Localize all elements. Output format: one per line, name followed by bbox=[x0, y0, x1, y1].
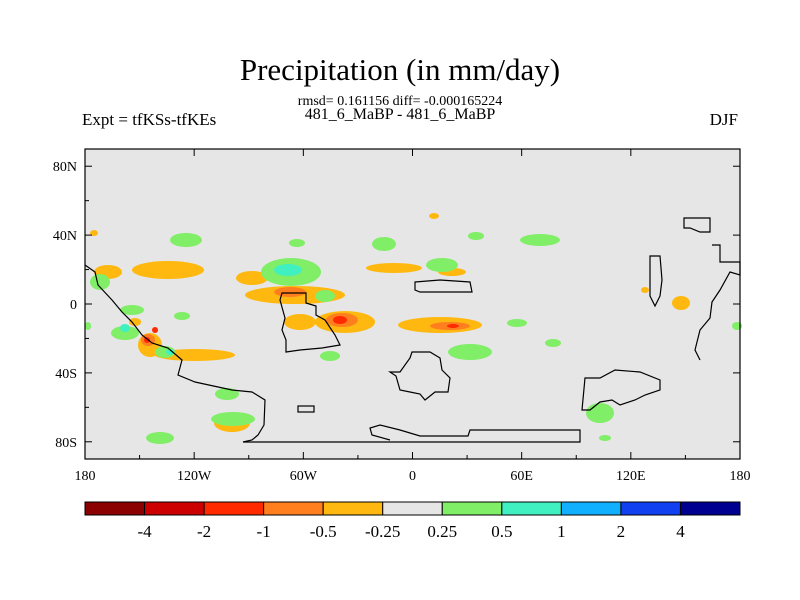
colorbar: -4 -2 -1 -0.5 -0.25 0.25 0.5 1 2 4 bbox=[84, 501, 741, 541]
contour-region bbox=[507, 319, 527, 327]
x-tick-label: 60W bbox=[290, 469, 318, 484]
contour-region bbox=[426, 258, 458, 272]
coastline-antarctica bbox=[243, 424, 581, 443]
x-tick-label: 120W bbox=[177, 469, 212, 484]
contour-region bbox=[672, 296, 690, 310]
colorbar-label: -4 bbox=[137, 522, 152, 541]
experiment-label: Expt = tfKSs-tfKEs bbox=[82, 110, 217, 129]
contour-region bbox=[429, 213, 439, 219]
contour-region bbox=[274, 287, 306, 297]
contour-region bbox=[166, 349, 174, 355]
contour-region bbox=[586, 403, 614, 423]
colorbar-label: -0.5 bbox=[310, 522, 337, 541]
contour-region bbox=[447, 324, 459, 328]
precipitation-field bbox=[85, 213, 742, 444]
colorbar-swatch bbox=[382, 501, 443, 516]
colorbar-label: -2 bbox=[197, 522, 211, 541]
colorbar-swatch bbox=[203, 501, 265, 516]
chart-title: Precipitation (in mm/day) bbox=[239, 52, 561, 87]
x-tick-label: 120E bbox=[616, 469, 646, 484]
x-tick-label: 180 bbox=[730, 469, 751, 484]
contour-region bbox=[641, 287, 649, 293]
contour-region bbox=[236, 271, 268, 285]
colorbar-label: -1 bbox=[257, 522, 271, 541]
coastline-americas bbox=[84, 264, 266, 443]
colorbar-swatch bbox=[84, 501, 146, 516]
x-tick-label: 0 bbox=[409, 469, 416, 484]
coastline-north-africa bbox=[414, 279, 473, 293]
contour-region bbox=[545, 339, 561, 347]
coastline-asia-north bbox=[683, 217, 711, 233]
map-background bbox=[85, 149, 740, 459]
contour-region bbox=[152, 327, 158, 333]
contour-region bbox=[274, 264, 302, 276]
y-tick-label: 80S bbox=[55, 436, 77, 451]
contour-region bbox=[90, 230, 98, 236]
contour-region bbox=[90, 274, 110, 290]
contour-region bbox=[129, 318, 141, 326]
y-tick-label: 40N bbox=[53, 229, 77, 244]
contour-region bbox=[289, 239, 305, 247]
contour-region bbox=[333, 316, 347, 324]
coastline-africa bbox=[388, 351, 451, 401]
contour-region bbox=[284, 314, 316, 330]
colorbar-label: 1 bbox=[557, 522, 566, 541]
colorbar-label: 0.25 bbox=[427, 522, 457, 541]
center-label: 481_6_MaBP - 481_6_MaBP bbox=[304, 106, 496, 123]
y-tick-label: 80N bbox=[53, 160, 77, 175]
contour-region bbox=[372, 237, 396, 251]
season-label: DJF bbox=[709, 110, 738, 129]
colorbar-swatch bbox=[322, 501, 384, 516]
x-tick-label: 60E bbox=[510, 469, 533, 484]
contour-region bbox=[85, 322, 91, 330]
contour-region bbox=[120, 305, 144, 315]
contour-region bbox=[215, 388, 239, 400]
coastlines bbox=[84, 217, 741, 443]
contour-region bbox=[448, 344, 492, 360]
colorbar-label: 4 bbox=[676, 522, 685, 541]
contour-region bbox=[468, 232, 484, 240]
colorbar-label: -0.25 bbox=[365, 522, 400, 541]
coastline-south-america bbox=[279, 292, 341, 353]
contour-region bbox=[211, 412, 255, 426]
chart-subtitle: rmsd= 0.161156 diff= -0.000165224 bbox=[297, 94, 503, 109]
contour-region bbox=[315, 290, 335, 302]
contour-region bbox=[320, 351, 340, 361]
colorbar-swatch bbox=[263, 501, 324, 516]
coastline-australia bbox=[581, 369, 661, 411]
contour-region bbox=[174, 312, 190, 320]
colorbar-swatch bbox=[501, 501, 562, 516]
contour-region bbox=[366, 263, 422, 273]
contour-region bbox=[520, 234, 560, 246]
contour-region bbox=[111, 326, 139, 340]
contour-region bbox=[599, 435, 611, 441]
y-tick-label: 0 bbox=[70, 298, 77, 313]
colorbar-swatch bbox=[560, 501, 622, 516]
contour-region bbox=[132, 261, 204, 279]
contour-region bbox=[146, 432, 174, 444]
contour-region bbox=[120, 324, 130, 332]
contour-region bbox=[170, 233, 202, 247]
colorbar-swatch bbox=[441, 501, 503, 516]
coastline-pacific-rim bbox=[694, 244, 741, 361]
coastline-asia-east bbox=[649, 255, 663, 308]
y-tick-label: 40S bbox=[55, 367, 77, 382]
island bbox=[297, 405, 315, 413]
colorbar-swatch bbox=[144, 501, 205, 516]
x-tick-label: 180 bbox=[75, 469, 96, 484]
axes: 180 120W 60W 0 60E 120E 180 80N 40N 0 40S 80S bbox=[53, 149, 751, 484]
colorbar-swatch bbox=[620, 501, 681, 516]
colorbar-swatch bbox=[679, 501, 741, 516]
colorbar-label: 2 bbox=[617, 522, 626, 541]
colorbar-label: 0.5 bbox=[491, 522, 512, 541]
